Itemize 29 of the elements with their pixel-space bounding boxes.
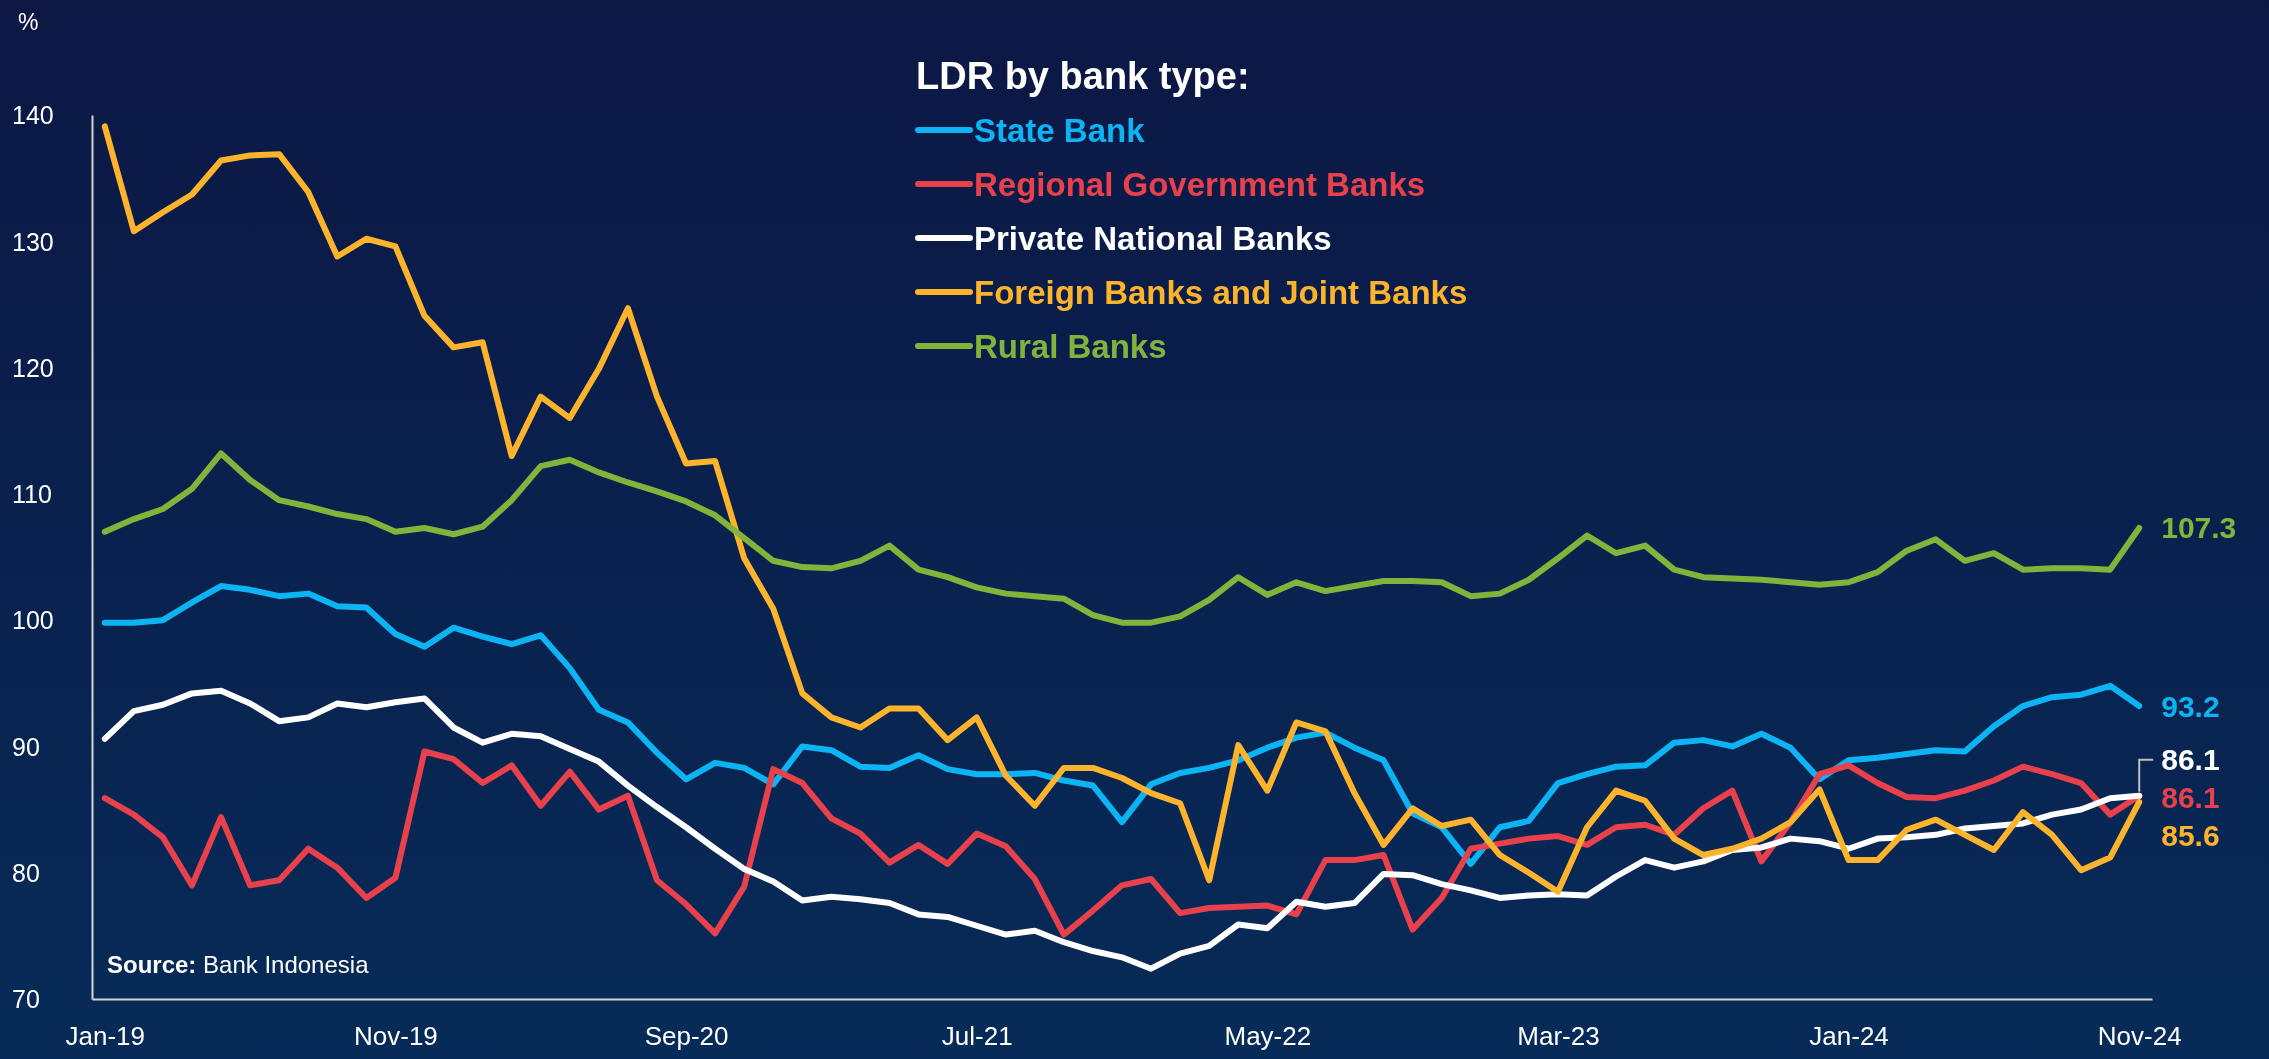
x-tick-label: Nov-19 bbox=[354, 1021, 438, 1051]
x-tick-label: Jan-24 bbox=[1809, 1021, 1889, 1051]
data-label: 93.2 bbox=[2161, 689, 2220, 723]
x-tick-label: Nov-24 bbox=[2097, 1021, 2182, 1051]
y-tick-label: 120 bbox=[12, 353, 54, 382]
legend-label: Rural Banks bbox=[974, 327, 1167, 365]
y-tick-label: 130 bbox=[12, 227, 54, 256]
legend-label: Foreign Banks and Joint Banks bbox=[974, 273, 1468, 311]
legend-label: State Bank bbox=[974, 111, 1146, 149]
y-tick-label: 100 bbox=[12, 606, 54, 635]
annotation: Source: Bank Indonesia bbox=[107, 951, 370, 978]
x-tick-label: May-22 bbox=[1224, 1021, 1312, 1051]
legend-label: Private National Banks bbox=[974, 219, 1332, 257]
x-tick-label: Jul-21 bbox=[941, 1021, 1013, 1051]
data-label: 86.1 bbox=[2161, 743, 2220, 777]
legend-title: LDR by bank type: bbox=[916, 55, 1250, 98]
data-label: 85.6 bbox=[2161, 819, 2220, 853]
x-tick-label: Mar-23 bbox=[1517, 1021, 1600, 1051]
data-label: 86.1 bbox=[2161, 781, 2220, 815]
y-tick-label: 80 bbox=[12, 858, 40, 887]
y-tick-label: 70 bbox=[12, 985, 40, 1014]
data-label: 107.3 bbox=[2161, 511, 2237, 545]
x-tick-label: Jan-19 bbox=[65, 1021, 146, 1051]
y-tick-label: 110 bbox=[12, 480, 52, 509]
y-axis-title: % bbox=[18, 9, 39, 35]
legend-label: Regional Government Banks bbox=[974, 165, 1426, 203]
y-tick-label: 140 bbox=[12, 101, 54, 130]
y-tick-label: 90 bbox=[12, 732, 40, 761]
x-tick-label: Sep-20 bbox=[644, 1021, 729, 1051]
